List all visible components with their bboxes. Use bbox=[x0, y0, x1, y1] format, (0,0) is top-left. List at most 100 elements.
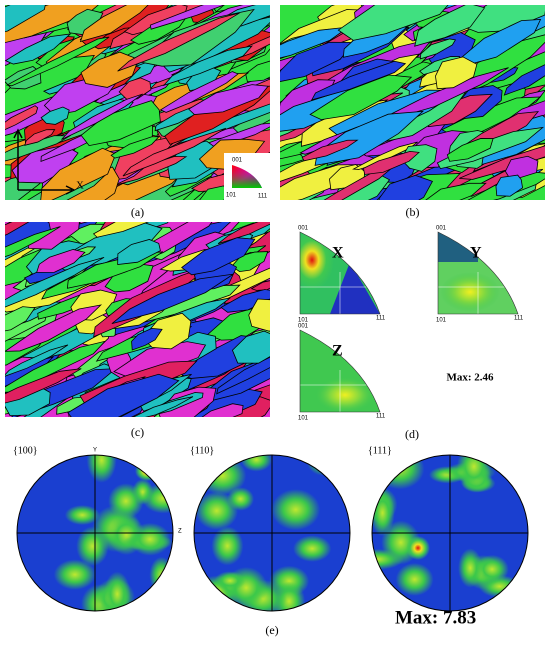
grain bbox=[495, 174, 523, 197]
grain bbox=[79, 5, 155, 43]
ipf-blob bbox=[315, 377, 375, 412]
pf-blob bbox=[372, 489, 395, 537]
color-key-shade bbox=[232, 165, 262, 188]
ipf-outline bbox=[299, 231, 381, 315]
grain bbox=[110, 136, 160, 159]
grain bbox=[503, 57, 545, 96]
grain bbox=[139, 8, 255, 67]
pf-max: Max: 7.83 bbox=[395, 607, 476, 628]
grain bbox=[5, 304, 103, 352]
pf-blob bbox=[149, 556, 173, 594]
ipf-name: Z bbox=[332, 343, 343, 360]
grain bbox=[419, 38, 457, 60]
pf-cross bbox=[17, 455, 173, 611]
pf-name: {111} bbox=[368, 445, 392, 456]
corner-label: 111 bbox=[376, 414, 386, 420]
grain bbox=[5, 33, 72, 65]
grain bbox=[310, 60, 407, 101]
grain bbox=[190, 403, 244, 417]
pf-hot bbox=[135, 461, 159, 481]
grain bbox=[301, 139, 359, 162]
pf-cross bbox=[194, 455, 350, 611]
pf-name: {100} bbox=[13, 445, 38, 456]
grain bbox=[39, 147, 117, 200]
grain bbox=[5, 105, 39, 133]
grain bbox=[446, 138, 494, 162]
grain bbox=[231, 330, 270, 364]
pf-blob bbox=[320, 455, 350, 479]
pf-blob bbox=[144, 455, 173, 481]
pf-axis: Z bbox=[178, 529, 182, 535]
pf-blob bbox=[456, 455, 492, 489]
ipf-outline bbox=[437, 231, 519, 315]
pf-blob bbox=[142, 483, 173, 514]
corner-label: 101 bbox=[298, 318, 309, 324]
panel-label: (b) bbox=[406, 205, 420, 219]
pf-blob bbox=[195, 491, 239, 530]
grain bbox=[217, 222, 270, 245]
pf-name: {110} bbox=[190, 445, 214, 456]
ipf-outline bbox=[299, 329, 381, 413]
axis-arrows bbox=[13, 128, 76, 195]
pf-blob bbox=[129, 522, 171, 556]
grain bbox=[128, 396, 194, 417]
grain bbox=[181, 237, 256, 276]
grain bbox=[5, 226, 61, 264]
grain bbox=[362, 150, 421, 175]
corner-label: 111 bbox=[376, 316, 386, 322]
corner-label: 001 bbox=[298, 324, 309, 330]
key-label: 001 bbox=[232, 158, 243, 164]
grain bbox=[122, 127, 227, 177]
pf-blob bbox=[86, 455, 117, 483]
panel-label: (e) bbox=[265, 623, 278, 637]
corner-label: 001 bbox=[298, 226, 309, 232]
axis-label: X bbox=[76, 180, 84, 192]
grain bbox=[80, 100, 161, 147]
ipf-blob bbox=[300, 232, 334, 290]
pf-outline bbox=[371, 454, 529, 612]
pf-hot bbox=[406, 536, 430, 560]
grain bbox=[188, 84, 269, 115]
grain bbox=[5, 5, 47, 39]
pole-figure bbox=[372, 455, 528, 611]
ipf-blue bbox=[330, 262, 380, 314]
grain bbox=[314, 110, 424, 166]
grain bbox=[159, 71, 239, 113]
orientation-map bbox=[5, 222, 270, 417]
grain bbox=[131, 327, 163, 351]
panel-label: (a) bbox=[131, 205, 144, 219]
grain bbox=[5, 256, 105, 315]
pf-blob bbox=[271, 489, 321, 531]
pf-blob bbox=[76, 526, 109, 567]
grain bbox=[92, 222, 176, 238]
grain bbox=[149, 5, 270, 30]
pf-outline bbox=[16, 454, 174, 612]
pf-cross bbox=[372, 455, 528, 611]
ipf-blob bbox=[440, 272, 500, 312]
grain bbox=[117, 239, 161, 265]
panel-label: (d) bbox=[405, 427, 419, 441]
corner-label: 101 bbox=[298, 416, 309, 422]
corner-label: 001 bbox=[436, 226, 447, 232]
pf-blob bbox=[395, 562, 434, 596]
pf-blob bbox=[64, 505, 100, 526]
pf-blob bbox=[306, 455, 339, 476]
key-label: 101 bbox=[226, 193, 237, 199]
grain bbox=[61, 93, 143, 140]
grain bbox=[216, 344, 270, 395]
grain bbox=[250, 278, 270, 291]
pole-figure bbox=[17, 455, 173, 611]
pf-blob bbox=[53, 559, 96, 590]
grain bbox=[117, 12, 240, 72]
grain bbox=[67, 373, 180, 417]
grain bbox=[80, 51, 139, 88]
orientation-map bbox=[5, 5, 270, 200]
grain bbox=[36, 249, 86, 273]
grain bbox=[24, 129, 56, 146]
panel-label: (c) bbox=[131, 425, 144, 439]
grain bbox=[5, 340, 107, 394]
pf-blob bbox=[293, 535, 332, 562]
